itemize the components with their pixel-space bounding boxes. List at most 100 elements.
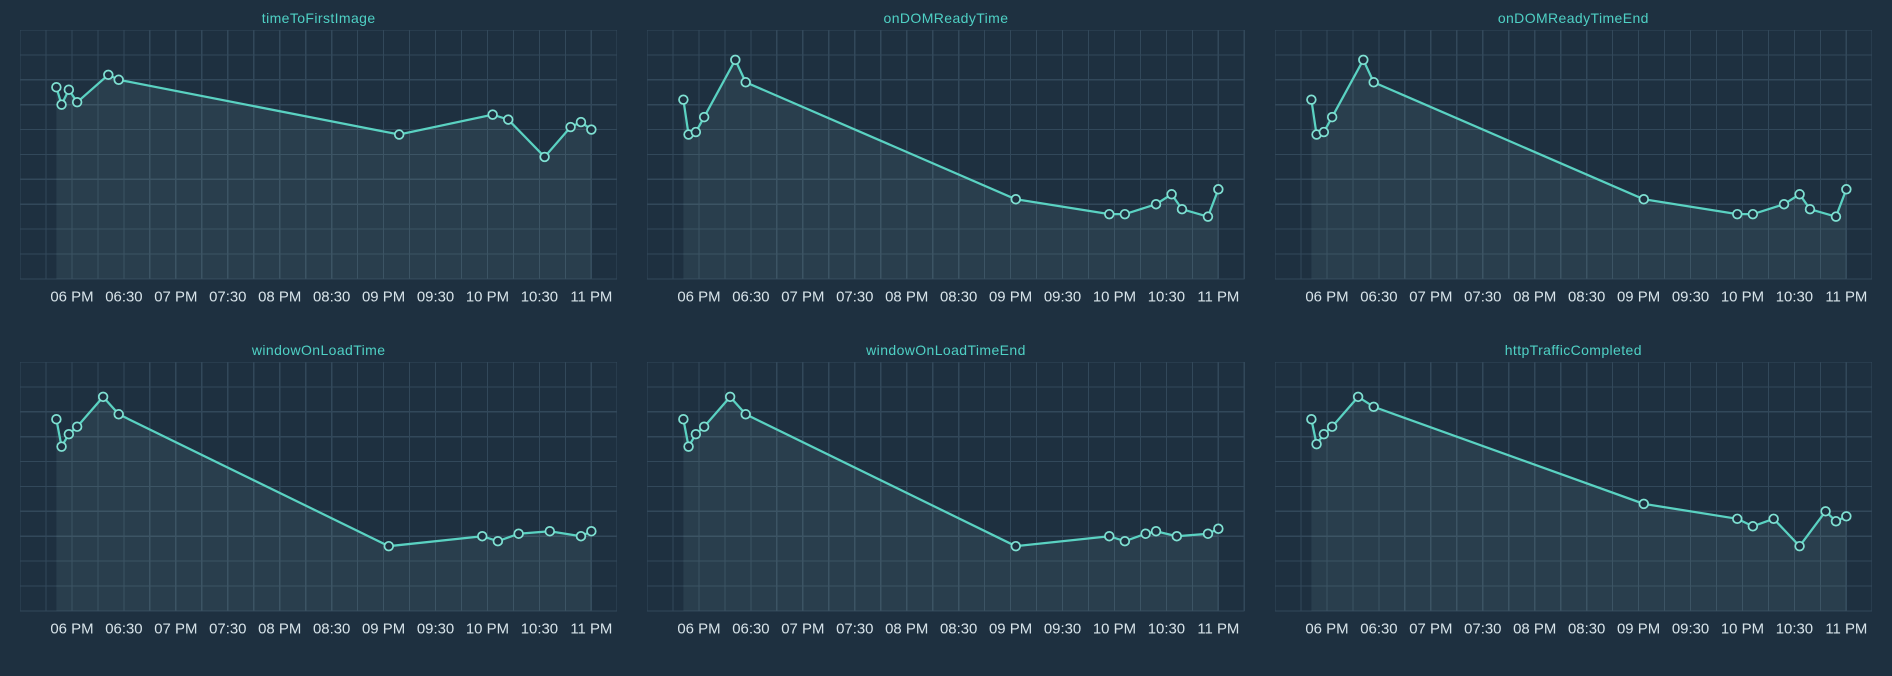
data-point[interactable] [57, 442, 66, 451]
chart-area[interactable]: 06 PM06:3007 PM07:3008 PM08:3009 PM09:30… [647, 362, 1244, 646]
data-point[interactable] [1105, 532, 1114, 541]
data-point[interactable] [566, 123, 575, 132]
data-point[interactable] [1842, 512, 1851, 521]
data-point[interactable] [679, 95, 688, 104]
data-point[interactable] [742, 78, 751, 87]
x-axis: 06 PM06:3007 PM07:3008 PM08:3009 PM09:30… [678, 288, 1240, 305]
data-point[interactable] [1821, 507, 1830, 516]
data-point[interactable] [73, 422, 82, 431]
data-point[interactable] [1779, 200, 1788, 209]
data-point[interactable] [493, 537, 502, 546]
data-point[interactable] [488, 110, 497, 119]
data-point[interactable] [1842, 185, 1851, 194]
data-point[interactable] [1307, 95, 1316, 104]
data-point[interactable] [1327, 422, 1336, 431]
data-point[interactable] [504, 115, 513, 124]
data-point[interactable] [1168, 190, 1177, 199]
data-point[interactable] [1369, 78, 1378, 87]
x-tick-label: 06 PM [1305, 288, 1348, 305]
data-point[interactable] [1748, 522, 1757, 531]
data-point[interactable] [700, 113, 709, 122]
chart-area[interactable]: 06 PM06:3007 PM07:3008 PM08:3009 PM09:30… [647, 30, 1244, 314]
chart-area[interactable]: 06 PM06:3007 PM07:3008 PM08:3009 PM09:30… [20, 30, 617, 314]
x-tick-label: 06:30 [105, 288, 142, 305]
x-tick-label: 11 PM [1198, 620, 1240, 637]
data-point[interactable] [1012, 195, 1021, 204]
data-point[interactable] [384, 542, 393, 551]
data-point[interactable] [57, 100, 66, 109]
data-point[interactable] [1214, 185, 1223, 194]
data-point[interactable] [1795, 190, 1804, 199]
x-tick-label: 08 PM [885, 288, 928, 305]
chart-title: onDOMReadyTimeEnd [1498, 10, 1649, 26]
chart-area[interactable]: 06 PM06:3007 PM07:3008 PM08:3009 PM09:30… [1275, 362, 1872, 646]
data-point[interactable] [114, 410, 123, 419]
data-point[interactable] [1152, 527, 1161, 536]
data-point[interactable] [73, 98, 82, 107]
data-point[interactable] [685, 442, 694, 451]
data-point[interactable] [1831, 212, 1840, 221]
x-tick-label: 06:30 [733, 620, 770, 637]
chart-title: onDOMReadyTime [884, 10, 1009, 26]
data-point[interactable] [1173, 532, 1182, 541]
chart-svg: 06 PM06:3007 PM07:3008 PM08:3009 PM09:30… [1275, 362, 1872, 646]
data-point[interactable] [540, 153, 549, 162]
data-point[interactable] [1204, 212, 1213, 221]
data-point[interactable] [1152, 200, 1161, 209]
chart-area[interactable]: 06 PM06:3007 PM07:3008 PM08:3009 PM09:30… [1275, 30, 1872, 314]
data-point[interactable] [545, 527, 554, 536]
data-point[interactable] [1639, 195, 1648, 204]
data-point[interactable] [514, 529, 523, 538]
data-point[interactable] [587, 125, 596, 134]
data-point[interactable] [1795, 542, 1804, 551]
data-point[interactable] [1319, 128, 1328, 137]
data-point[interactable] [104, 70, 113, 79]
data-point[interactable] [1769, 514, 1778, 523]
data-point[interactable] [1831, 517, 1840, 526]
data-point[interactable] [577, 532, 586, 541]
data-point[interactable] [1214, 524, 1223, 533]
data-point[interactable] [114, 75, 123, 84]
data-point[interactable] [1307, 415, 1316, 424]
data-point[interactable] [742, 410, 751, 419]
data-point[interactable] [1805, 205, 1814, 214]
data-point[interactable] [1639, 499, 1648, 508]
data-point[interactable] [1327, 113, 1336, 122]
data-point[interactable] [52, 415, 61, 424]
data-point[interactable] [692, 128, 701, 137]
data-point[interactable] [700, 422, 709, 431]
x-tick-label: 11 PM [570, 288, 612, 305]
data-point[interactable] [1204, 529, 1213, 538]
data-point[interactable] [52, 83, 61, 92]
data-point[interactable] [679, 415, 688, 424]
data-point[interactable] [1359, 56, 1368, 65]
data-point[interactable] [1178, 205, 1187, 214]
data-point[interactable] [99, 392, 108, 401]
chart-svg: 06 PM06:3007 PM07:3008 PM08:3009 PM09:30… [647, 30, 1244, 314]
data-point[interactable] [64, 85, 73, 94]
data-point[interactable] [1142, 529, 1151, 538]
data-point[interactable] [1105, 210, 1114, 219]
x-tick-label: 08:30 [1568, 620, 1605, 637]
data-point[interactable] [1748, 210, 1757, 219]
data-point[interactable] [577, 118, 586, 127]
x-tick-label: 08 PM [1513, 620, 1556, 637]
data-point[interactable] [1733, 514, 1742, 523]
data-point[interactable] [1012, 542, 1021, 551]
data-point[interactable] [1369, 402, 1378, 411]
chart-svg: 06 PM06:3007 PM07:3008 PM08:3009 PM09:30… [20, 362, 617, 646]
data-point[interactable] [1312, 439, 1321, 448]
data-point[interactable] [1121, 210, 1130, 219]
data-point[interactable] [1121, 537, 1130, 546]
data-point[interactable] [692, 430, 701, 439]
chart-area[interactable]: 06 PM06:3007 PM07:3008 PM08:3009 PM09:30… [20, 362, 617, 646]
data-point[interactable] [64, 430, 73, 439]
data-point[interactable] [1733, 210, 1742, 219]
data-point[interactable] [395, 130, 404, 139]
data-point[interactable] [726, 392, 735, 401]
data-point[interactable] [731, 56, 740, 65]
data-point[interactable] [1319, 430, 1328, 439]
data-point[interactable] [478, 532, 487, 541]
data-point[interactable] [1353, 392, 1362, 401]
data-point[interactable] [587, 527, 596, 536]
